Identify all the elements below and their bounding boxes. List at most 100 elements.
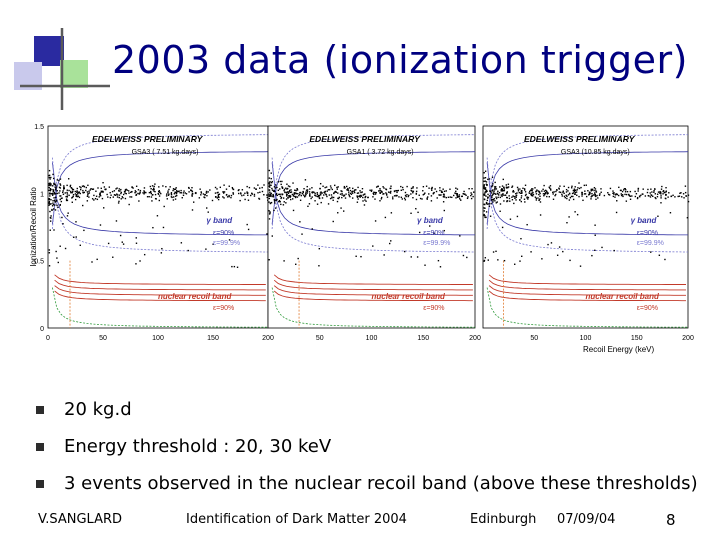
event-point <box>289 194 291 197</box>
event-point <box>243 194 245 196</box>
event-point <box>395 189 397 192</box>
event-point <box>485 189 488 191</box>
event-point <box>92 188 95 190</box>
event-point <box>50 184 52 187</box>
event-point <box>289 198 292 201</box>
event-point <box>594 234 596 236</box>
event-point <box>76 195 78 198</box>
event-point <box>484 180 487 182</box>
gamma-band-label: γ band <box>206 216 233 225</box>
event-point <box>293 195 295 198</box>
event-point <box>519 260 521 262</box>
event-point <box>625 200 628 202</box>
event-point <box>541 190 543 192</box>
event-point <box>311 196 313 198</box>
event-point <box>275 184 277 186</box>
event-point <box>385 188 388 191</box>
event-point <box>456 193 459 196</box>
event-point <box>539 201 542 203</box>
event-point <box>348 187 351 189</box>
event-point <box>170 193 173 195</box>
event-point <box>387 191 390 193</box>
event-point <box>381 191 383 193</box>
event-point <box>172 188 175 190</box>
event-point <box>383 193 385 195</box>
event-point <box>373 193 375 196</box>
event-point <box>303 195 306 197</box>
event-point <box>313 191 315 194</box>
event-point <box>143 191 146 194</box>
event-point <box>496 201 498 203</box>
event-point <box>124 189 127 191</box>
event-point <box>268 259 270 261</box>
event-point <box>509 218 512 220</box>
event-point <box>74 190 76 193</box>
event-point <box>331 188 334 191</box>
event-point <box>308 191 311 193</box>
event-point <box>565 188 568 191</box>
event-point <box>372 192 374 195</box>
event-point <box>576 194 578 196</box>
event-point <box>495 188 498 190</box>
event-point <box>52 190 55 193</box>
event-point <box>58 192 60 194</box>
event-point <box>439 189 441 192</box>
event-point <box>217 195 220 197</box>
event-point <box>306 185 308 188</box>
event-point <box>274 187 277 189</box>
event-point <box>304 195 307 197</box>
event-point <box>522 187 524 190</box>
event-point <box>385 192 387 194</box>
event-point <box>99 192 101 194</box>
event-point <box>166 193 168 195</box>
event-point <box>281 193 284 195</box>
event-point <box>587 190 589 192</box>
event-point <box>153 188 155 191</box>
event-point <box>88 190 90 192</box>
event-point <box>89 189 91 191</box>
nuclear-recoil-band-curve <box>273 274 473 285</box>
event-point <box>487 193 489 196</box>
event-point <box>76 187 78 190</box>
event-point <box>272 193 274 196</box>
event-point <box>291 198 294 200</box>
event-point <box>515 194 518 197</box>
event-point <box>484 215 486 217</box>
event-point <box>498 194 500 196</box>
event-point <box>169 186 171 188</box>
event-point <box>559 191 562 194</box>
event-point <box>76 194 78 196</box>
event-point <box>628 193 630 196</box>
event-point <box>343 185 346 188</box>
event-point <box>191 195 193 197</box>
event-point <box>404 191 407 194</box>
event-point <box>55 200 57 203</box>
event-point <box>50 203 52 205</box>
event-point <box>454 192 456 194</box>
event-point <box>687 200 690 203</box>
event-point <box>494 185 496 188</box>
event-point <box>416 187 418 189</box>
event-point <box>574 211 576 213</box>
event-point <box>100 190 103 192</box>
event-point <box>621 190 624 193</box>
event-point <box>143 190 145 192</box>
event-point <box>71 191 73 194</box>
event-point <box>483 187 485 190</box>
event-point <box>656 193 659 195</box>
event-point <box>109 192 111 194</box>
event-point <box>547 243 549 246</box>
event-point <box>570 195 573 198</box>
event-point <box>497 193 499 195</box>
event-point <box>115 220 118 222</box>
event-point <box>329 185 332 187</box>
event-point <box>285 198 288 200</box>
event-point <box>79 188 82 191</box>
event-point <box>180 242 183 244</box>
event-point <box>516 215 519 218</box>
event-point <box>269 202 272 205</box>
event-point <box>417 211 419 214</box>
event-point <box>120 191 123 194</box>
x-tick-label: 200 <box>682 335 694 342</box>
event-point <box>519 199 521 201</box>
